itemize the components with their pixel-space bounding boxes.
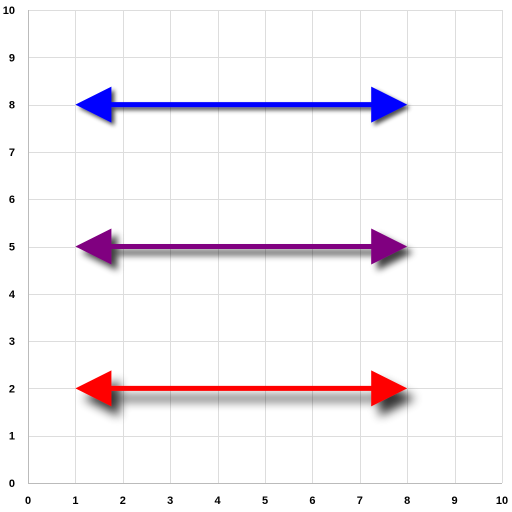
y-tick-label: 0 [9,478,15,490]
arrowhead-right [371,86,408,123]
y-tick-label: 10 [3,5,15,17]
y-tick-label: 3 [9,336,15,348]
arrow-series [75,86,408,123]
x-tick-label: 9 [452,495,458,507]
x-tick-label: 5 [262,495,268,507]
y-tick-label: 8 [9,100,15,112]
x-tick-label: 1 [72,495,78,507]
arrowhead-right [371,228,408,265]
y-tick-label: 2 [9,383,15,395]
y-tick-label: 1 [9,431,15,443]
tick-labels: 0 1 2 3 4 5 6 7 8 9 10 0 1 2 3 4 5 6 7 8 9 10 [3,5,508,507]
axes [28,10,502,484]
x-tick-label: 0 [25,495,31,507]
x-tick-label: 10 [496,495,508,507]
x-tick-label: 6 [309,495,315,507]
y-tick-label: 4 [9,289,16,301]
arrow-series [75,228,408,265]
y-tick-label: 7 [9,147,15,159]
x-tick-label: 3 [167,495,173,507]
x-tick-label: 2 [120,495,126,507]
arrowhead-left [75,86,112,123]
y-tick-label: 9 [9,52,15,64]
arrow-series [75,370,408,407]
x-tick-label: 7 [357,495,363,507]
arrowhead-left [75,228,112,265]
arrowhead-left [75,370,112,407]
x-tick-label: 8 [404,495,410,507]
arrowhead-right [371,370,408,407]
y-tick-label: 5 [9,242,15,254]
y-tick-label: 6 [9,194,15,206]
x-tick-label: 4 [215,495,222,507]
series-group [75,86,408,407]
